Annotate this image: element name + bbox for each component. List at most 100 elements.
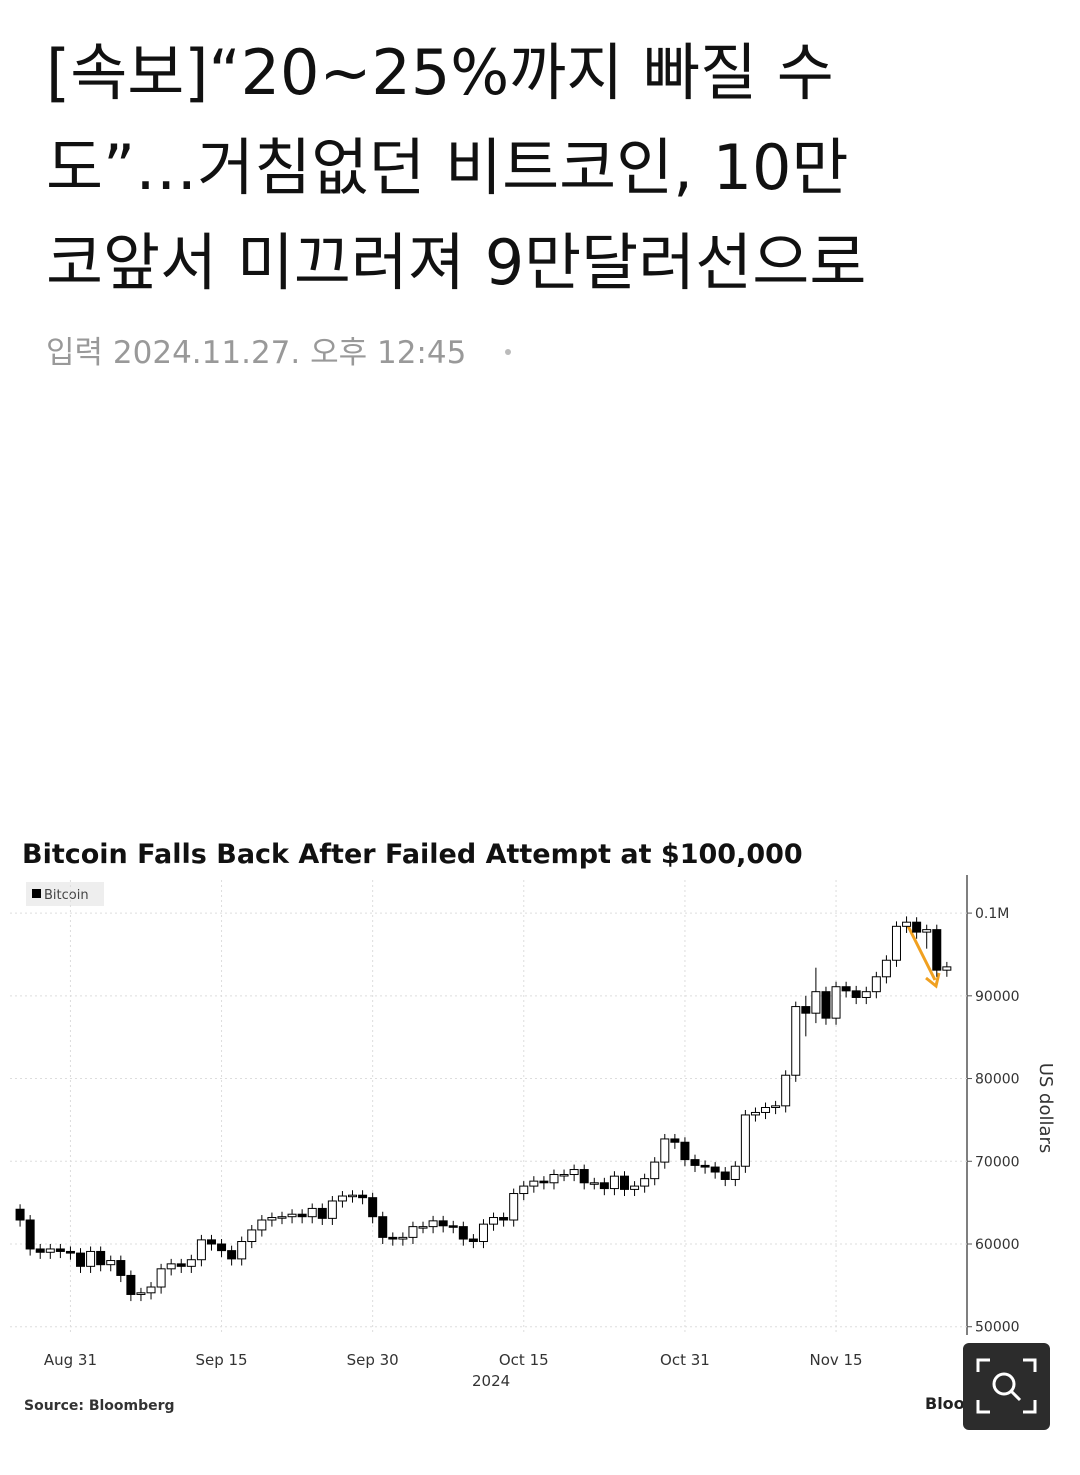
candle-body: [811, 991, 821, 1014]
candle-body: [267, 1217, 277, 1221]
candle-body: [35, 1248, 45, 1253]
candle-body: [146, 1286, 156, 1294]
candle-body: [206, 1239, 216, 1245]
y-tick-label: 60000: [975, 1237, 1020, 1253]
candle-body: [619, 1175, 629, 1190]
candle-body: [15, 1208, 25, 1221]
publish-date: 입력 2024.11.27. 오후 12:45: [46, 335, 466, 371]
candle-body: [509, 1193, 519, 1221]
headline-line: [속보]“20~25%까지 빠질 수: [46, 36, 834, 109]
candle-body: [589, 1182, 599, 1185]
candle-body: [680, 1141, 690, 1161]
candle-body: [106, 1260, 116, 1266]
candle-body: [841, 986, 851, 992]
x-tick-label: Aug 31: [44, 1351, 97, 1369]
candle-body: [660, 1138, 670, 1163]
candle-body: [136, 1292, 146, 1295]
candle-body: [539, 1180, 549, 1184]
x-tick-label: Sep 15: [195, 1351, 247, 1369]
candle-body: [881, 959, 891, 978]
candle-body: [499, 1217, 509, 1221]
headline-line: 도”…거침없던 비트코인, 10만: [46, 131, 849, 204]
candle-body: [690, 1159, 700, 1166]
candle-body: [86, 1250, 96, 1267]
candle-body: [327, 1200, 337, 1219]
candle-body: [740, 1114, 750, 1167]
candle-body: [922, 929, 932, 933]
zoom-lens[interactable]: [992, 1372, 1016, 1396]
candle-body: [942, 966, 952, 971]
candle-body: [831, 986, 841, 1019]
candle-body: [599, 1182, 609, 1190]
candle-body: [65, 1250, 75, 1254]
x-tick-label: Sep 30: [347, 1351, 399, 1369]
candle-body: [559, 1174, 569, 1177]
candle-body: [519, 1185, 529, 1195]
candle-body: [237, 1241, 247, 1260]
candle-body: [700, 1164, 710, 1168]
candle-body: [609, 1175, 619, 1190]
candle-body: [337, 1195, 347, 1202]
zoom-bg[interactable]: [963, 1343, 1050, 1430]
candle-body: [176, 1263, 186, 1267]
candle-body: [761, 1107, 771, 1113]
candle-body: [670, 1138, 680, 1143]
candle-body: [458, 1226, 468, 1240]
legend-label: Bitcoin: [44, 888, 89, 903]
candle-body: [468, 1238, 478, 1243]
candle-body: [750, 1111, 760, 1116]
candle-body: [76, 1252, 86, 1267]
candle-body: [549, 1174, 559, 1184]
separator-dot: [505, 349, 511, 355]
candle-body: [408, 1226, 418, 1238]
candle-body: [398, 1236, 408, 1240]
candle-body: [358, 1194, 368, 1199]
source: Source: Bloomberg: [24, 1398, 175, 1414]
y-tick-label: 80000: [975, 1072, 1020, 1088]
candle-body: [448, 1225, 458, 1228]
candle-body: [418, 1226, 428, 1229]
candle-body: [307, 1207, 317, 1218]
y-tick-label: 0.1M: [975, 906, 1009, 922]
x-tick-label: Nov 15: [809, 1351, 862, 1369]
candle-body: [257, 1219, 267, 1231]
candle-body: [720, 1171, 730, 1180]
candle-body: [186, 1259, 196, 1267]
candle-body: [96, 1250, 106, 1266]
candle-body: [771, 1105, 781, 1109]
candle-body: [45, 1248, 55, 1253]
candle-body: [428, 1220, 438, 1228]
candle-body: [478, 1223, 488, 1243]
trend-arrow: [904, 921, 941, 989]
candle-body: [569, 1169, 579, 1176]
y-tick-label: 90000: [975, 989, 1020, 1005]
candle-body: [297, 1213, 307, 1218]
candle-body: [116, 1260, 126, 1276]
candle-body: [247, 1229, 257, 1243]
candle-body: [579, 1169, 589, 1184]
candle-body: [891, 925, 901, 961]
candle-body: [650, 1161, 660, 1180]
candle-body: [791, 1006, 801, 1076]
candle-body: [730, 1165, 740, 1180]
candle-body: [166, 1263, 176, 1270]
candle-body: [378, 1216, 388, 1238]
candle-body: [25, 1219, 35, 1250]
candle-body: [287, 1213, 297, 1218]
candle-body: [196, 1239, 206, 1261]
zoom-handle[interactable]: [1009, 1389, 1022, 1402]
candle-body: [55, 1248, 65, 1252]
zoom-button[interactable]: [963, 1343, 1050, 1430]
candle-body: [630, 1185, 640, 1190]
x-tick-label: Oct 31: [660, 1351, 710, 1369]
x-axis-label: 2024: [472, 1372, 510, 1390]
candle-body: [912, 921, 922, 933]
candle-body: [710, 1166, 720, 1173]
zoom-frame[interactable]: [976, 1358, 1037, 1414]
candle-body: [851, 990, 861, 998]
candle-body: [861, 991, 871, 998]
candle-body: [932, 929, 942, 971]
y-tick-label: 50000: [975, 1320, 1020, 1336]
